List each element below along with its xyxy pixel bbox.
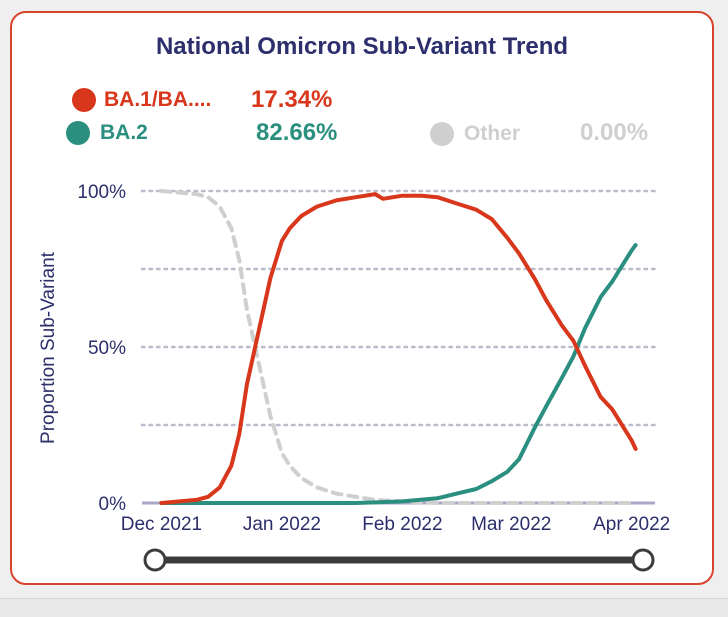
series-line-ba-2[interactable] [159,243,638,505]
chart-title: National Omicron Sub-Variant Trend [155,33,569,60]
series-line-other[interactable] [159,189,638,505]
series-line-ba-1-ba[interactable] [159,192,638,505]
range-slider-left-handle[interactable] [143,548,167,572]
range-slider-right-handle[interactable] [631,548,655,572]
legend-label-ba1: BA.1/BA.... [104,88,212,111]
legend-label-ba2: BA.2 [100,121,148,144]
y-axis-label: Proportion Sub-Variant [38,251,59,444]
y-tick-label: 100% [77,182,126,203]
legend-dot-ba2 [66,121,90,145]
bottom-bar [0,598,728,617]
x-tick-label: Feb 2022 [362,514,442,535]
x-tick-label: Jan 2022 [243,514,321,535]
legend-value-ba1: 17.34% [251,86,333,113]
line-chart: Proportion Sub-Variant 0% 50% 100% Dec 2021… [38,182,670,572]
legend-value-other: 0.00% [580,119,649,146]
legend-dot-ba1 [72,88,96,112]
x-tick-label: Mar 2022 [471,514,551,535]
y-tick-label: 50% [88,338,126,359]
series-layer [159,189,638,505]
legend-label-other: Other [464,122,521,145]
chart-card: National Omicron Sub-Variant Trend [10,11,714,585]
legend-value-ba2: 82.66% [256,119,338,146]
y-tick-label: 0% [99,494,127,515]
legend-dot-other [430,122,454,146]
axis-layer: Proportion Sub-Variant 0% 50% 100% Dec 2021… [38,182,670,535]
range-slider[interactable] [143,548,655,572]
x-tick-label: Dec 2021 [121,514,202,535]
x-tick-label: Apr 2022 [593,514,670,535]
